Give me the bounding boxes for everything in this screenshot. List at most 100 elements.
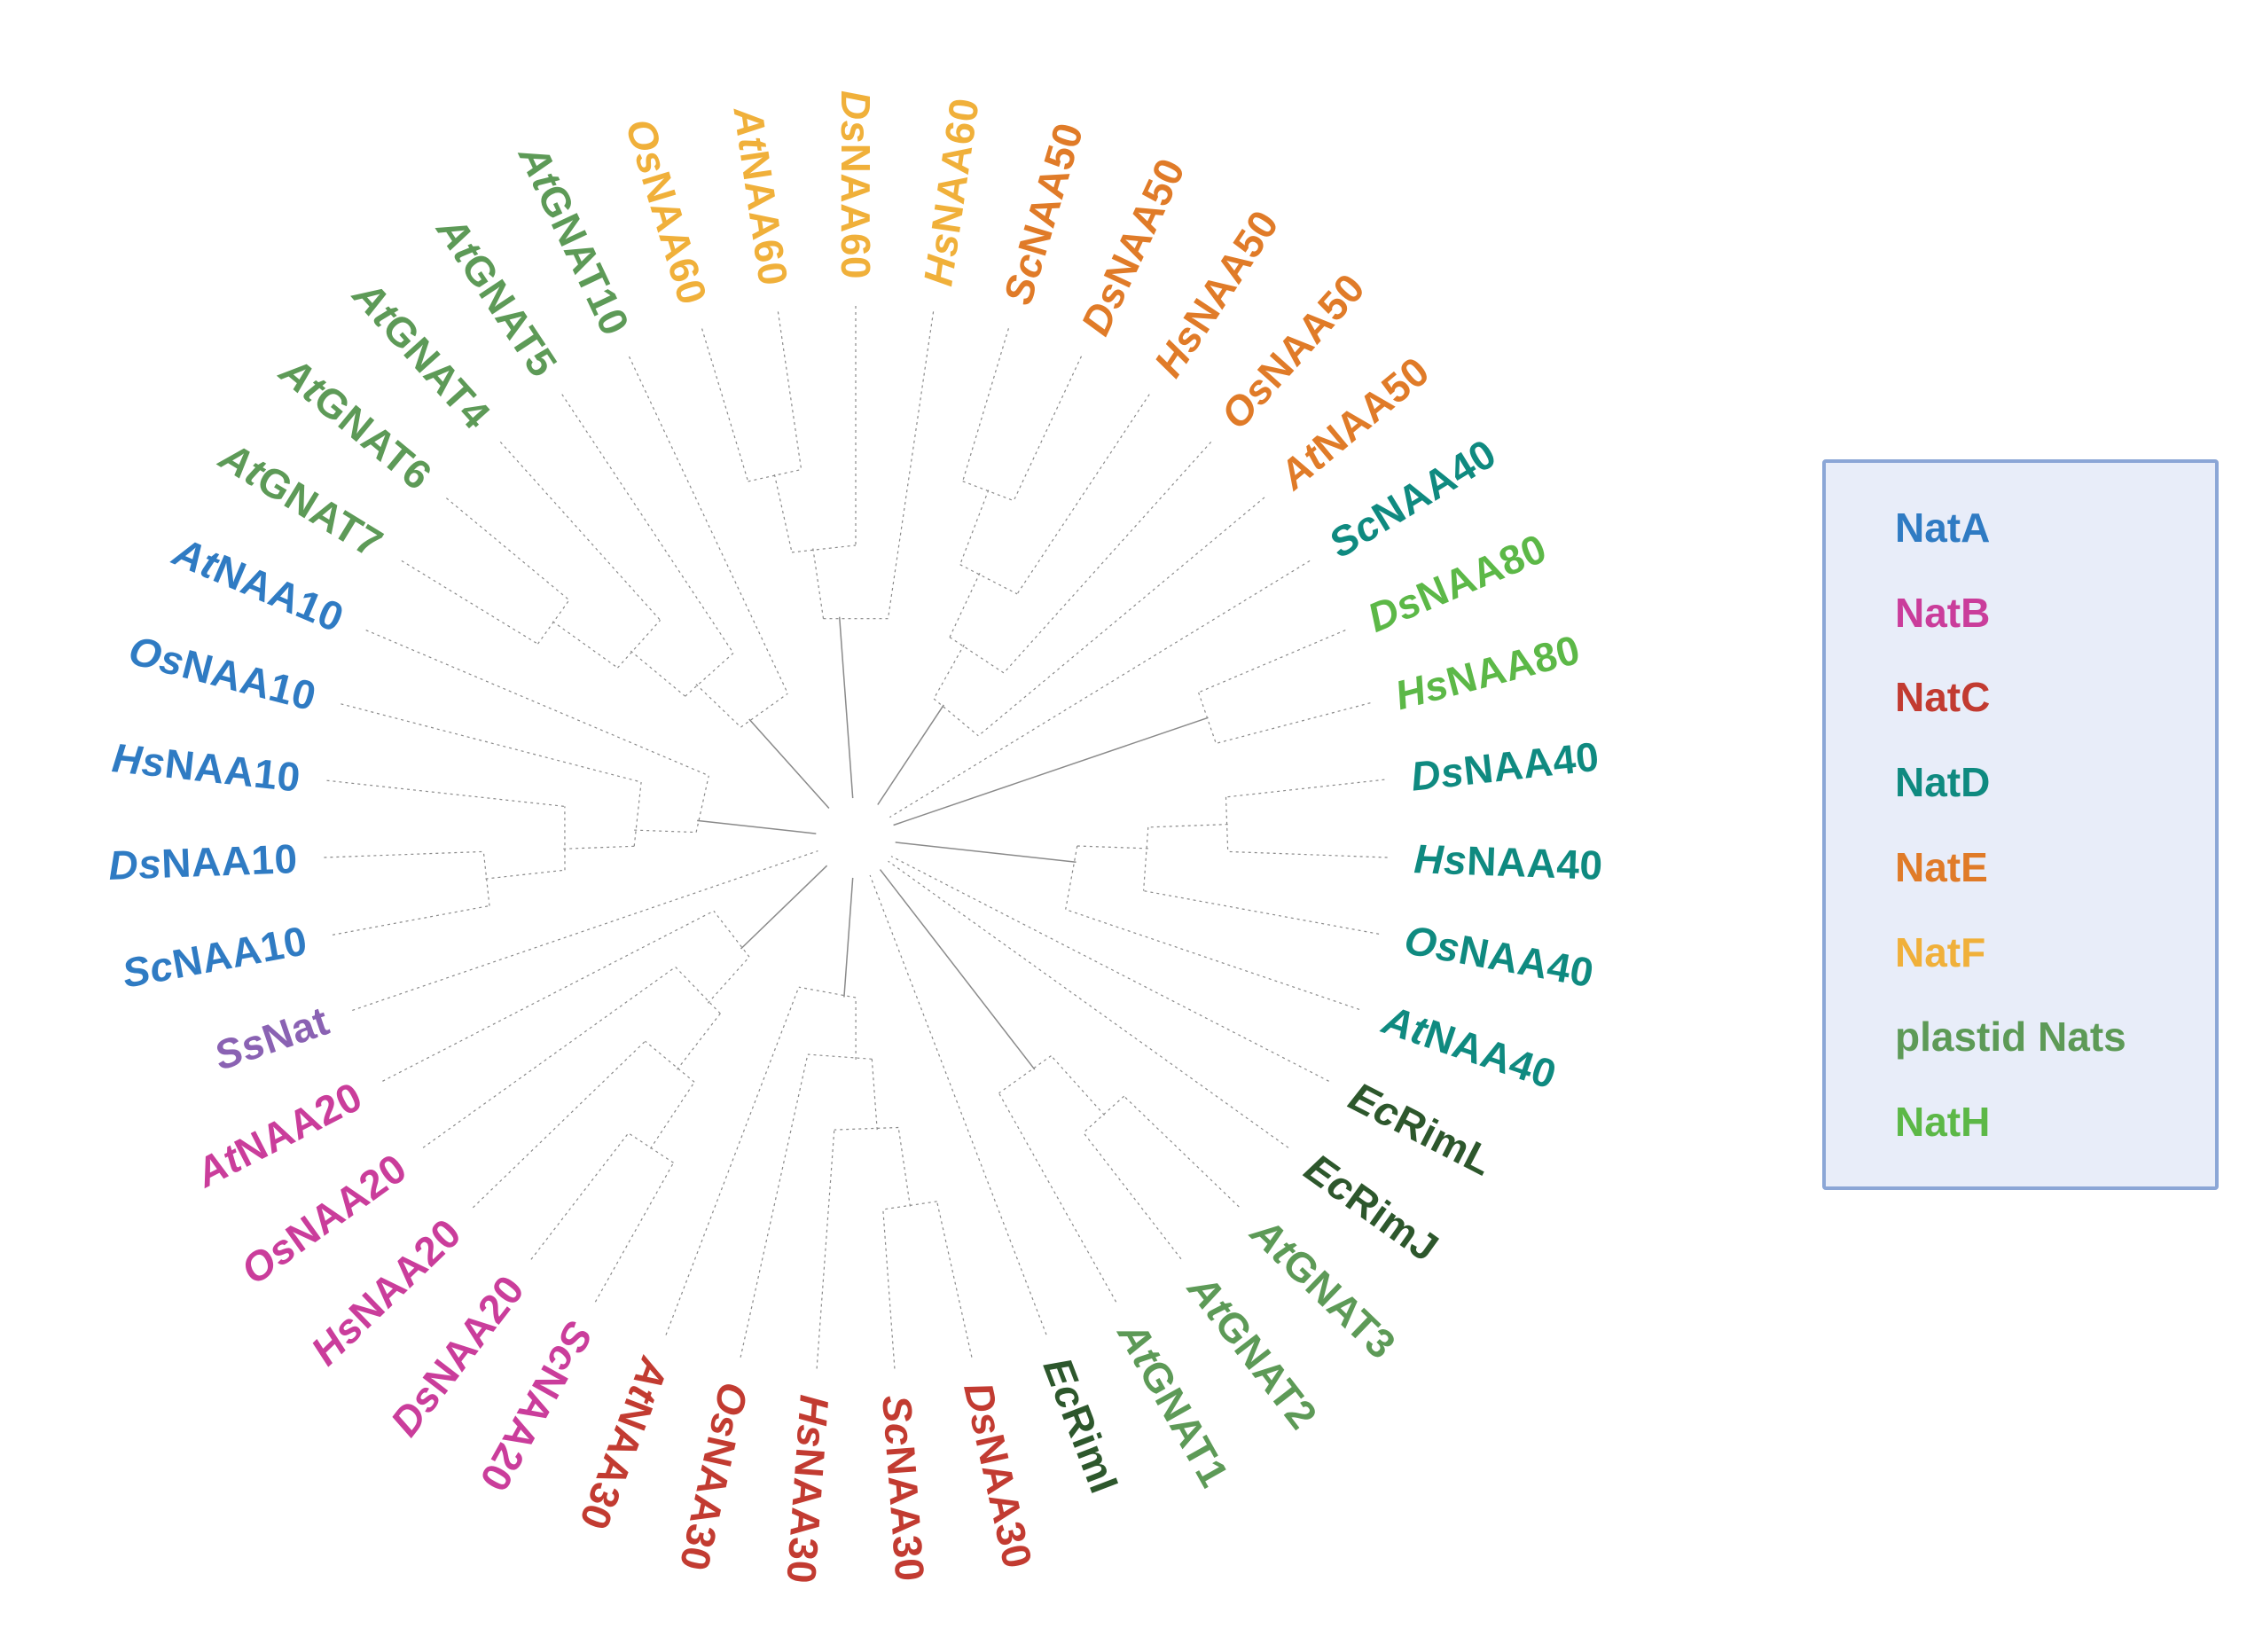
branch-line <box>936 1201 973 1358</box>
branch-line <box>561 394 734 654</box>
leaf-label-HsNAA40: HsNAA40 <box>1413 835 1604 889</box>
leaf-species-prefix: Ds <box>833 90 879 144</box>
branch-line <box>685 653 734 697</box>
branch-line <box>1143 826 1149 891</box>
branch-line <box>1050 1055 1105 1116</box>
branch-line <box>888 860 1289 1148</box>
branch-line <box>695 684 741 728</box>
branch-line <box>889 560 1311 818</box>
branch-line <box>959 564 1018 595</box>
branch-line <box>949 572 981 638</box>
branch-line <box>341 703 642 783</box>
branch-line <box>933 644 965 700</box>
legend-item-natb: NatB <box>1895 589 1991 636</box>
branch-line <box>707 956 750 1004</box>
branch-line <box>1227 850 1388 858</box>
branch-line <box>422 967 677 1148</box>
branch-line <box>882 1209 896 1369</box>
leaf-gene-name: NAA60 <box>833 143 879 279</box>
leaf-species-prefix: Ds <box>1408 748 1467 800</box>
branch-line <box>871 1059 878 1131</box>
branch-line <box>628 356 788 694</box>
branch-line <box>949 637 1005 674</box>
branch-line <box>977 497 1265 737</box>
branch-line <box>617 619 662 669</box>
leaf-gene-name: NAA10 <box>160 835 299 887</box>
branch-line <box>812 548 825 619</box>
leaf-species-prefix: At <box>724 104 778 154</box>
branch-line <box>887 311 935 619</box>
leaf-species-prefix: Os <box>1400 916 1464 972</box>
branch-line <box>791 544 857 553</box>
branch-line <box>838 616 854 799</box>
branch-line <box>633 781 642 847</box>
branch-line <box>697 819 817 834</box>
branch-line <box>740 865 828 950</box>
branch-line <box>879 869 1036 1070</box>
branch-line <box>1124 1095 1240 1208</box>
branch-line <box>834 1126 899 1131</box>
leaf-species-prefix: Hs <box>787 1393 838 1450</box>
branch-line <box>365 630 709 777</box>
branch-line <box>352 850 818 1011</box>
branch-line <box>933 698 979 737</box>
branch-line <box>630 650 686 697</box>
branch-line <box>701 328 749 482</box>
leaf-gene-name: NAA30 <box>877 1444 934 1584</box>
branch-line <box>382 910 715 1082</box>
branch-line <box>675 967 721 1014</box>
branch-line <box>665 986 800 1335</box>
branch-line <box>530 1132 630 1260</box>
branch-line <box>713 910 750 958</box>
leaf-species-prefix: Hs <box>914 229 968 289</box>
branch-line <box>893 716 1209 826</box>
branch-line <box>552 621 618 669</box>
branch-line <box>1013 356 1083 501</box>
branch-line <box>998 1055 1052 1094</box>
branch-line <box>748 718 830 810</box>
branch-line <box>962 328 1009 482</box>
branch-line <box>773 474 793 553</box>
branch-line <box>645 1040 695 1083</box>
branch-line <box>869 874 1047 1335</box>
branch-line <box>446 497 570 601</box>
branch-line <box>324 850 484 858</box>
branch-line <box>998 1092 1117 1303</box>
branch-line <box>798 986 857 998</box>
leaf-species-prefix: Sc <box>873 1393 924 1448</box>
legend-item-natc: NatC <box>1895 674 1991 721</box>
branch-line <box>740 693 788 728</box>
branch-line <box>1077 845 1148 849</box>
branch-line <box>959 489 990 565</box>
branch-line <box>1065 845 1078 910</box>
branch-line <box>890 856 1329 1082</box>
branch-line <box>695 775 709 833</box>
branch-line <box>1198 630 1346 693</box>
branch-line <box>777 311 802 470</box>
branch-line <box>499 441 662 621</box>
branch-line <box>1003 441 1212 674</box>
branch-line <box>677 1013 721 1070</box>
branch-line <box>816 1130 835 1369</box>
branch-line <box>1065 909 1360 1010</box>
branch-line <box>1216 702 1371 744</box>
leaf-species-prefix: Hs <box>1413 835 1468 884</box>
leaf-species-prefix: Hs <box>109 734 168 787</box>
legend-item-natf: NatF <box>1895 928 1986 975</box>
branch-line <box>740 1053 809 1358</box>
legend-item-nate: NatE <box>1895 843 1988 890</box>
branch-line <box>1143 890 1380 935</box>
branch-line <box>485 869 566 880</box>
leaf-species-prefix: Sc <box>118 942 177 997</box>
branch-line <box>332 904 490 936</box>
leaf-species-prefix: Ds <box>107 840 163 889</box>
branch-line <box>1147 824 1228 828</box>
branch-line <box>1016 394 1150 595</box>
branch-line <box>401 560 538 645</box>
branch-line <box>807 1053 873 1060</box>
leaf-gene-name: NAA40 <box>1466 837 1604 889</box>
leaf-label-DsNAA10: DsNAA10 <box>107 835 299 889</box>
branch-line <box>843 877 854 998</box>
